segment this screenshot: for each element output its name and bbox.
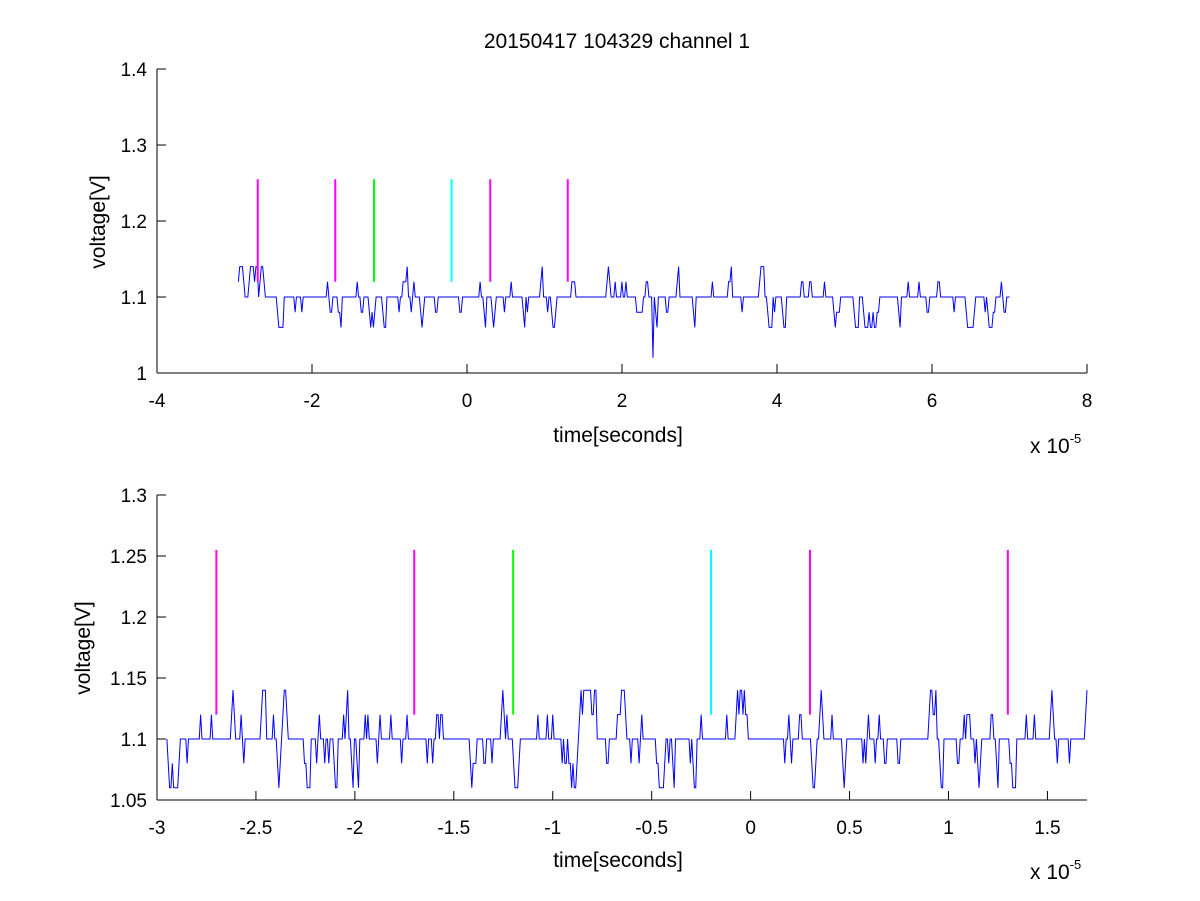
bottom-plot-signal-line: [166, 689, 1088, 789]
top-plot-x-multiplier: x 10-5: [1030, 431, 1081, 458]
top-plot-signal: [237, 266, 1010, 358]
top-plot-ylabel: voltage[V]: [87, 175, 110, 268]
top-plot-xtick-label: 6: [927, 391, 938, 412]
top-plot-ytick-label: 1.4: [121, 60, 148, 81]
top-plot-ytick-label: 1.2: [121, 212, 147, 233]
bottom-plot-signal: [166, 689, 1088, 789]
bottom-plot-markers: [215, 549, 1009, 715]
bottom-plot-xtick-label: -3: [149, 818, 166, 839]
bottom-plot-xtick-label: 1.5: [1034, 818, 1060, 839]
top-plot-ytick-label: 1.3: [121, 136, 147, 157]
bottom-plot-xlabel: time[seconds]: [553, 849, 683, 872]
top-plot-axes: -4 -2 0 2 4 6 8 1 1.1 1.2 1.3 1.4: [121, 60, 1093, 412]
top-plot-xtick-label: -2: [304, 391, 321, 412]
top-plot-xlabel: time[seconds]: [553, 424, 683, 447]
chart-title: 20150417 104329 channel 1: [484, 30, 750, 53]
top-plot-markers: [256, 179, 569, 282]
bottom-plot-xtick-label: -1: [544, 818, 561, 839]
bottom-plot-xtick-label: -1.5: [437, 818, 470, 839]
bottom-plot-ytick-label: 1.2: [121, 608, 147, 629]
bottom-plot-axes: -3 -2.5 -2 -1.5 -1 -0.5 0 0.5 1 1.5 1.05 1.1 1.15 1.2…: [110, 486, 1087, 839]
bottom-plot-ylabel: voltage[V]: [72, 601, 95, 694]
top-plot-xtick-label: 8: [1082, 391, 1093, 412]
bottom-plot-ytick-label: 1.1: [121, 730, 147, 751]
bottom-plot-xtick-label: -0.5: [635, 818, 668, 839]
top-plot-xtick-label: 4: [772, 391, 783, 412]
top-plot-ytick-label: 1.1: [121, 288, 147, 309]
top-plot-xtick-label: -4: [149, 391, 166, 412]
top-plot-ytick-label: 1: [136, 364, 147, 385]
bottom-plot: -3 -2.5 -2 -1.5 -1 -0.5 0 0.5 1 1.5 1.05 1.1 1.15 1.2…: [72, 486, 1088, 884]
bottom-plot-ytick-label: 1.05: [110, 791, 147, 812]
bottom-plot-ytick-label: 1.25: [110, 547, 147, 568]
bottom-plot-xtick-label: -2.5: [240, 818, 273, 839]
top-plot: -4 -2 0 2 4 6 8 1 1.1 1.2 1.3 1.4 time[seconds] vol…: [87, 60, 1092, 458]
bottom-plot-ytick-label: 1.15: [110, 669, 147, 690]
bottom-plot-xtick-label: 1: [943, 818, 954, 839]
bottom-plot-ytick-label: 1.3: [121, 486, 147, 507]
top-plot-xtick-label: 0: [462, 391, 473, 412]
bottom-plot-xtick-label: 0.5: [836, 818, 862, 839]
bottom-plot-x-multiplier: x 10-5: [1030, 857, 1081, 884]
bottom-plot-xtick-label: -2: [346, 818, 363, 839]
top-plot-xtick-label: 2: [617, 391, 628, 412]
bottom-plot-xtick-label: 0: [745, 818, 756, 839]
top-plot-signal-line: [237, 266, 1010, 358]
